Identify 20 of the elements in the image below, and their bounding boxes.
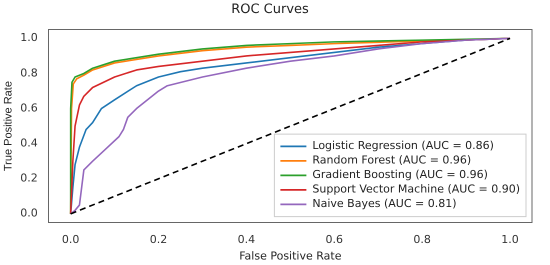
x-tick-label: 0.6 (326, 233, 344, 246)
x-tick-label: 1.0 (501, 233, 519, 246)
legend-label: Logistic Regression (AUC = 0.86) (312, 139, 494, 152)
legend-label: Naive Bayes (AUC = 0.81) (312, 197, 457, 210)
legend-label: Random Forest (AUC = 0.96) (312, 154, 472, 167)
legend-label: Support Vector Machine (AUC = 0.90) (312, 182, 520, 196)
y-tick-label: 0.8 (20, 66, 38, 80)
x-tick-label: 0.0 (62, 233, 80, 246)
y-tick-label: 0.6 (20, 101, 38, 114)
x-tick-label: 0.8 (413, 233, 431, 246)
y-axis-title: True Positive Rate (2, 81, 15, 172)
y-tick-label: 1.0 (20, 31, 38, 44)
legend-label: Gradient Boosting (AUC = 0.96) (312, 168, 488, 182)
y-tick-label: 0.4 (20, 136, 38, 150)
y-tick-label: 0.0 (20, 206, 38, 220)
x-axis-title: False Positive Rate (239, 249, 342, 262)
x-tick-label: 0.4 (238, 233, 256, 246)
y-tick-label: 0.2 (20, 172, 38, 185)
x-tick-label: 0.2 (150, 233, 168, 246)
chart-title: ROC Curves (231, 2, 310, 18)
